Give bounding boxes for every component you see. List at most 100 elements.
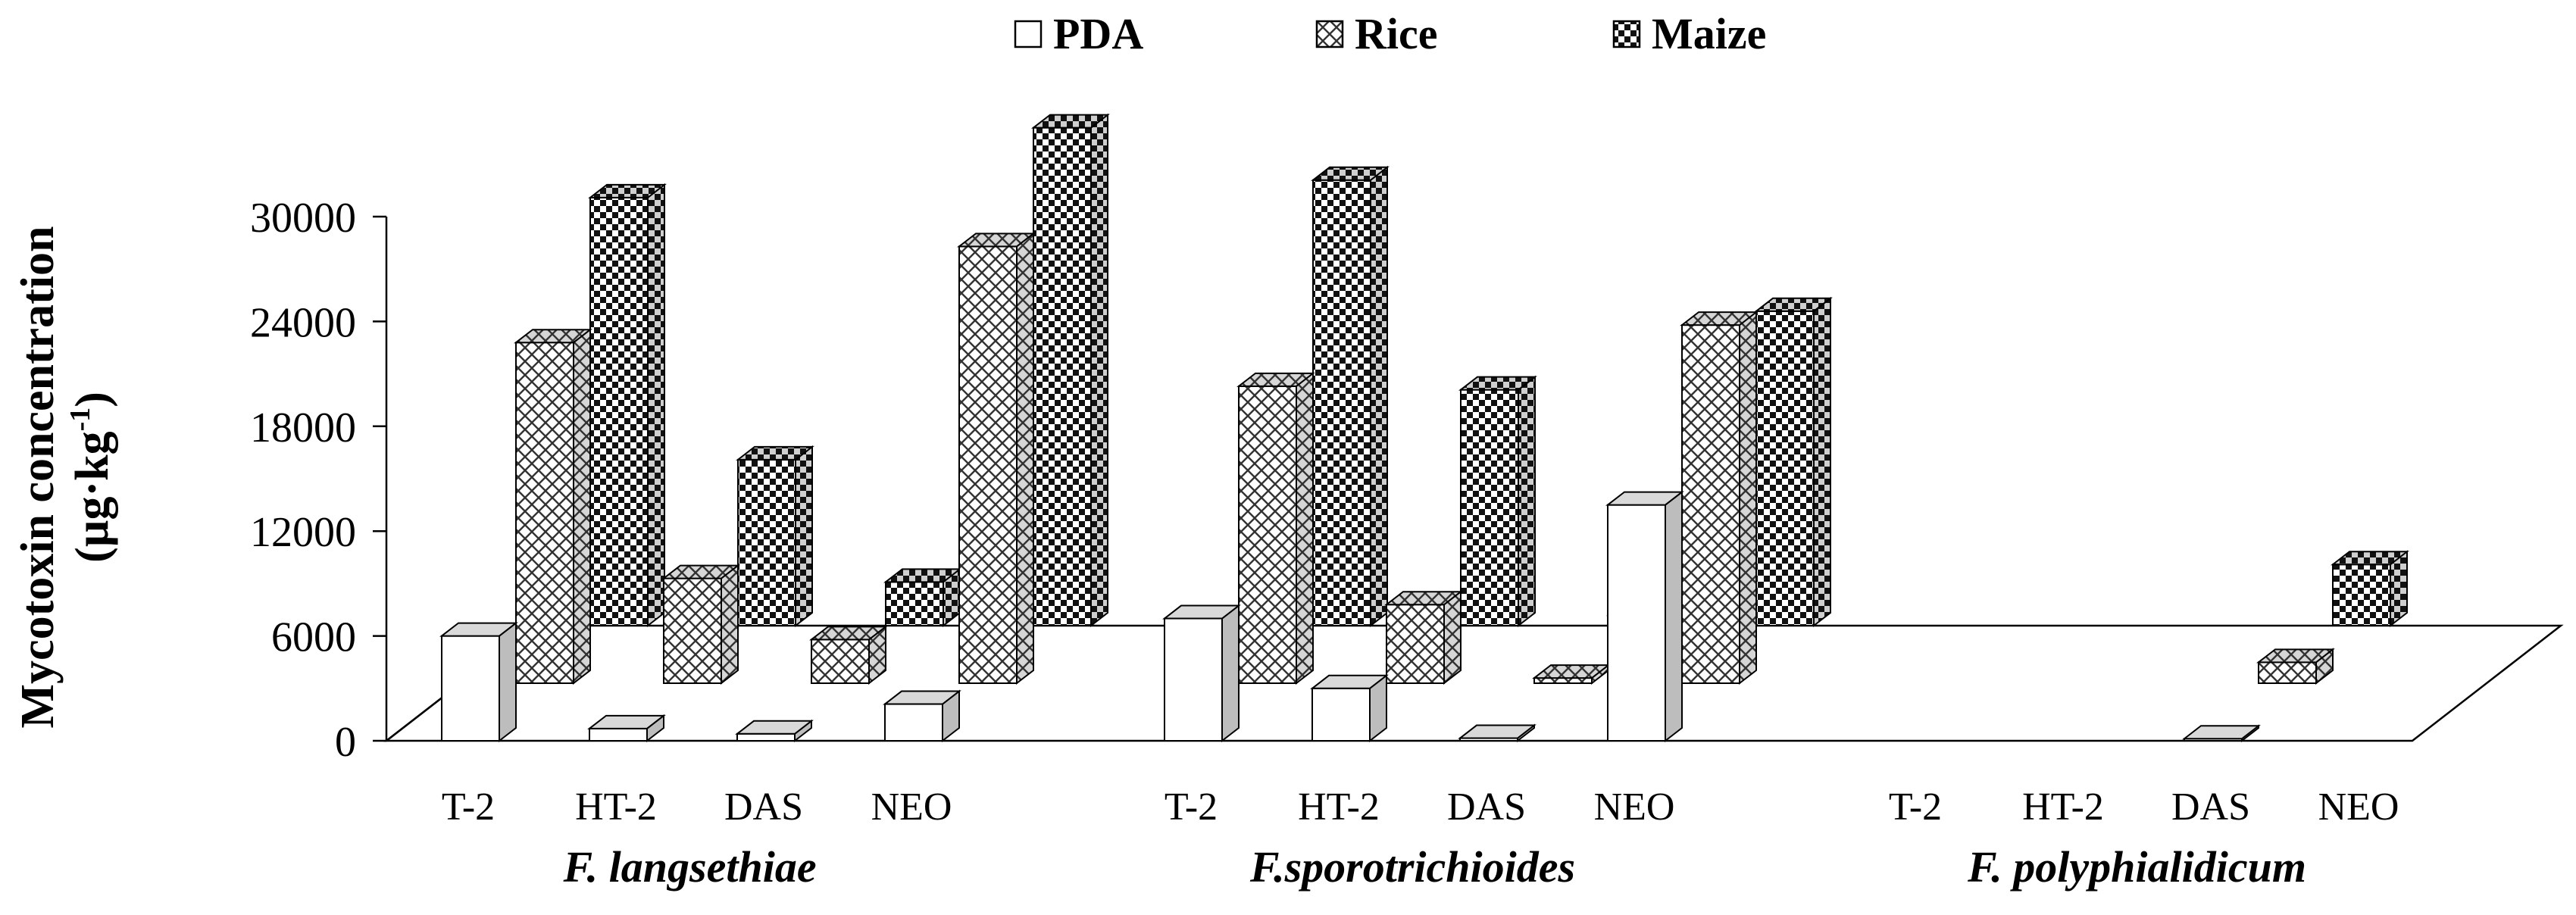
- y-tick-label: 24000: [250, 299, 356, 346]
- y-axis: 0 6000 12000 18000 24000 30000: [250, 195, 388, 766]
- bar-rice-0-3: [957, 232, 1036, 685]
- bar-side: [1665, 490, 1683, 743]
- y-tick-label: 6000: [271, 614, 356, 661]
- bar-rice-1-0: [1236, 371, 1315, 685]
- bar-pda-0-3: [883, 689, 961, 743]
- bar-top: [2331, 551, 2409, 566]
- bar-top: [514, 329, 592, 344]
- bar-front: [736, 732, 796, 742]
- category-label: T-2: [442, 785, 495, 829]
- bar-maize-0-0: [588, 183, 667, 628]
- category-label: DAS: [2171, 785, 2250, 829]
- group-labels: F. langsethiae F.sporotrichioides F. polyp…: [562, 842, 2306, 892]
- legend: PDA Rice Maize: [1014, 9, 1766, 58]
- legend-swatch: [1612, 20, 1641, 48]
- bar-front: [589, 196, 649, 627]
- category-label: NEO: [2318, 785, 2399, 829]
- legend-item-maize: Maize: [1612, 9, 1766, 58]
- y-tick-label: 30000: [250, 195, 356, 242]
- bar-front: [589, 727, 648, 742]
- bar-maize-2-2: [2331, 550, 2409, 628]
- y-axis-unit-open: (µg·kg: [67, 431, 118, 563]
- legend-item-rice: Rice: [1315, 9, 1438, 58]
- bar-maize-1-3: [1754, 296, 1833, 628]
- y-axis-unit-sup: -1: [64, 408, 96, 432]
- bars: [439, 113, 2409, 743]
- bar-top: [1384, 591, 1463, 606]
- legend-swatch: [1014, 20, 1043, 48]
- legend-item-pda: PDA: [1014, 9, 1143, 58]
- bar-front: [1311, 687, 1371, 742]
- bar-side: [721, 564, 739, 685]
- group-label: F. polyphialidicum: [1967, 842, 2306, 892]
- bar-side: [1518, 375, 1536, 628]
- category-label: T-2: [1889, 785, 1942, 829]
- bar-front: [958, 245, 1018, 685]
- bar-front: [441, 635, 500, 742]
- bar-top: [957, 233, 1036, 248]
- bar-top: [1680, 311, 1758, 326]
- bar-rice-1-3: [1680, 311, 1758, 685]
- bar-top: [1754, 297, 1833, 312]
- bar-front: [2258, 661, 2317, 685]
- bar-top: [1236, 372, 1315, 387]
- bar-side: [1443, 590, 1462, 685]
- bar-rice-1-2: [1532, 664, 1611, 685]
- y-ticks: 0 6000 12000 18000 24000 30000: [250, 195, 386, 766]
- category-label: NEO: [1594, 785, 1675, 829]
- bar-side: [499, 621, 517, 743]
- bar-top: [661, 564, 740, 579]
- bar-pda-0-1: [587, 714, 666, 743]
- category-label: DAS: [724, 785, 803, 829]
- bar-top: [1458, 376, 1537, 391]
- bar-top: [1031, 114, 1110, 129]
- legend-label: PDA: [1053, 9, 1143, 58]
- bar-front: [811, 639, 870, 684]
- bar-top: [1311, 166, 1390, 181]
- category-label: HT-2: [575, 785, 657, 829]
- bar-rice-0-0: [514, 328, 592, 685]
- bar-top: [1458, 724, 1537, 739]
- bar-pda-1-0: [1162, 604, 1241, 743]
- group-label: F. langsethiae: [562, 842, 816, 892]
- bar-front: [1460, 389, 1519, 626]
- bar-top: [1162, 604, 1241, 620]
- bar-front: [885, 581, 944, 626]
- bar-side: [647, 183, 665, 628]
- bar-pda-1-1: [1310, 673, 1389, 743]
- bar-front: [1533, 677, 1593, 685]
- bar-pda-0-0: [439, 621, 518, 743]
- bar-front: [1681, 324, 1740, 684]
- category-label: T-2: [1165, 785, 1218, 829]
- category-labels: T-2 HT-2 DAS NEO T-2 HT-2 DAS NEO T-2 HT-2 DAS NEO: [442, 785, 2399, 829]
- bar-pda-0-2: [735, 719, 814, 743]
- bar-top: [2256, 648, 2335, 664]
- bar-side: [1813, 296, 1831, 628]
- y-axis-label: Mycotoxin concentration: [12, 226, 64, 729]
- category-label: NEO: [871, 785, 952, 829]
- bar-front: [2332, 564, 2391, 626]
- bar-top: [1605, 491, 1684, 506]
- bar-side: [1016, 232, 1034, 685]
- bar-top: [1310, 674, 1389, 689]
- bar-pda-2-2: [2182, 724, 2261, 743]
- category-label: DAS: [1447, 785, 1526, 829]
- y-axis-label-group: Mycotoxin concentration (µg·kg-1): [12, 226, 118, 729]
- bar-maize-0-3: [1031, 113, 1110, 628]
- bar-top: [883, 690, 961, 705]
- y-tick-label: 12000: [250, 509, 356, 556]
- y-axis-unit-close: ): [67, 392, 118, 408]
- bar-rice-1-1: [1384, 590, 1463, 685]
- bar-maize-1-1: [1458, 375, 1537, 628]
- bar-pda-1-3: [1605, 490, 1684, 743]
- bar-side: [1739, 311, 1757, 685]
- bar-side: [795, 445, 813, 628]
- bar-top: [439, 622, 518, 637]
- y-tick-label: 0: [335, 719, 356, 766]
- y-axis-unit: (µg·kg-1): [64, 392, 118, 563]
- bar-front: [737, 458, 796, 626]
- bar-front: [1033, 126, 1092, 627]
- bar-front: [515, 342, 574, 684]
